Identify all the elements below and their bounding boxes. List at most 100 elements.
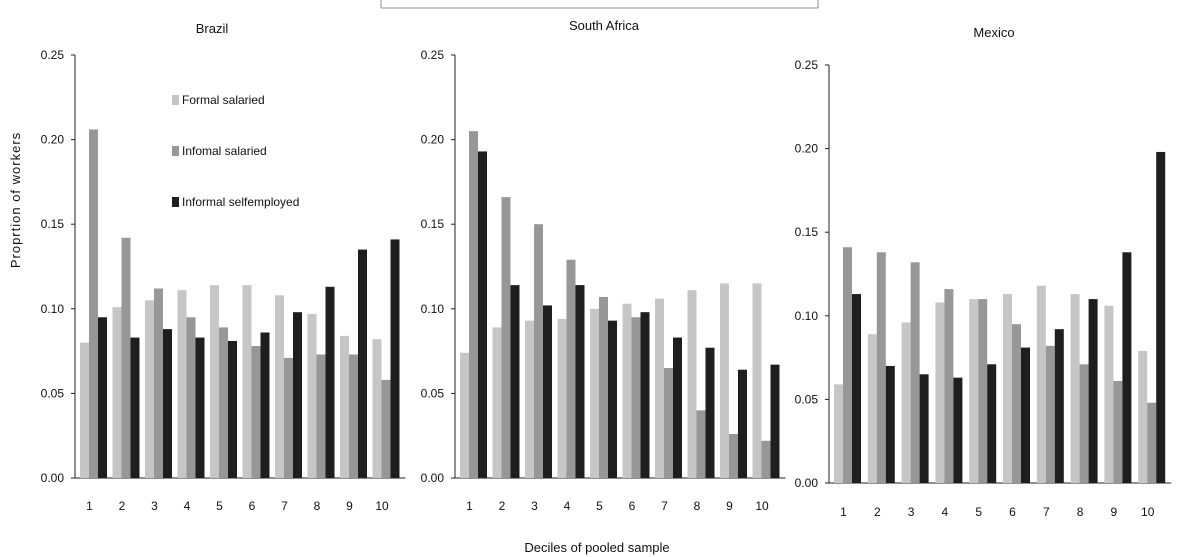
bar-south-africa-informal-salaried-decile-2 [501, 197, 511, 479]
x-tick-label-mexico: 3 [908, 505, 915, 519]
x-tick-label-south-africa: 7 [661, 499, 668, 513]
bar-mexico-informal-selfemployed-decile-5 [987, 364, 997, 483]
bar-brazil-informal-salaried-decile-10 [381, 379, 391, 478]
bar-south-africa-informal-salaried-decile-1 [469, 131, 478, 478]
bar-south-africa-informal-salaried-decile-4 [566, 259, 576, 478]
bar-mexico-informal-salaried-decile-8 [1079, 364, 1089, 483]
y-tick-label-mexico: 0.25 [795, 58, 819, 72]
legend-label-informal-selfemployed: Informal selfemployed [182, 195, 299, 209]
y-axis-label: Proprtion of workers [8, 132, 23, 268]
bar-brazil-formal-salaried-decile-1 [80, 342, 89, 478]
legend-label-informal-salaried: Infomal salaried [182, 144, 267, 158]
bar-mexico-formal-salaried-decile-8 [1070, 294, 1080, 483]
bar-south-africa-informal-salaried-decile-3 [534, 224, 543, 478]
y-tick-label-south-africa: 0.05 [421, 386, 445, 400]
bar-mexico-formal-salaried-decile-5 [969, 299, 979, 483]
x-tick-label-mexico: 2 [874, 505, 881, 519]
bar-south-africa-formal-salaried-decile-7 [655, 298, 664, 478]
bar-brazil-informal-salaried-decile-3 [154, 288, 163, 478]
bar-south-africa-formal-salaried-decile-9 [720, 283, 729, 478]
bar-mexico-formal-salaried-decile-2 [867, 334, 877, 483]
bar-mexico-formal-salaried-decile-9 [1104, 305, 1114, 483]
bar-south-africa-formal-salaried-decile-1 [460, 352, 469, 478]
x-tick-label-south-africa: 5 [596, 499, 603, 513]
bar-mexico-informal-selfemployed-decile-8 [1088, 299, 1098, 483]
bar-brazil-informal-selfemployed-decile-5 [228, 340, 237, 478]
bar-brazil-informal-selfemployed-decile-3 [163, 329, 172, 478]
bar-brazil-informal-salaried-decile-9 [349, 354, 358, 478]
bar-brazil-informal-selfemployed-decile-9 [358, 249, 367, 478]
bar-south-africa-informal-salaried-decile-9 [729, 434, 738, 478]
x-tick-label-mexico: 8 [1077, 505, 1084, 519]
x-axis-label: Deciles of pooled sample [524, 540, 669, 555]
bar-mexico-informal-salaried-decile-3 [910, 262, 920, 483]
bar-mexico-formal-salaried-decile-3 [901, 322, 911, 483]
legend-swatch-formal-salaried [172, 95, 179, 105]
x-tick-label-mexico: 4 [942, 505, 949, 519]
bar-south-africa-informal-salaried-decile-6 [631, 317, 641, 478]
bar-south-africa-formal-salaried-decile-10 [752, 283, 762, 478]
bar-south-africa-informal-selfemployed-decile-10 [770, 364, 780, 478]
bar-south-africa-formal-salaried-decile-4 [557, 318, 567, 478]
y-tick-label-brazil: 0.00 [41, 471, 65, 485]
bar-south-africa-informal-salaried-decile-7 [664, 368, 673, 478]
y-tick-label-mexico: 0.05 [795, 392, 819, 406]
bar-south-africa-informal-selfemployed-decile-8 [705, 347, 715, 478]
bar-south-africa-formal-salaried-decile-3 [525, 320, 534, 478]
chart-panel-mexico: Mexico 0.00 0.05 0.10 0.15 0.20 0.25 1 2 3 4 5 6 7 8 9 1… [795, 25, 1172, 519]
bar-mexico-informal-selfemployed-decile-1 [852, 294, 861, 483]
bar-south-africa-informal-selfemployed-decile-4 [575, 285, 585, 478]
bar-mexico-informal-selfemployed-decile-6 [1021, 347, 1030, 483]
bar-brazil-informal-selfemployed-decile-6 [260, 332, 270, 478]
chart-title-south-africa: South Africa [569, 18, 640, 33]
x-tick-label-brazil: 4 [184, 499, 191, 513]
x-tick-label-mexico: 10 [1141, 505, 1155, 519]
x-tick-label-south-africa: 10 [755, 499, 769, 513]
bar-south-africa-informal-salaried-decile-10 [761, 440, 771, 478]
legend-swatch-informal-salaried [172, 146, 179, 156]
x-tick-label-brazil: 9 [346, 499, 353, 513]
x-tick-label-south-africa: 4 [564, 499, 571, 513]
y-tick-label-south-africa: 0.10 [421, 302, 445, 316]
legend: Formal salaried Infomal salaried Informa… [172, 93, 299, 209]
x-tick-label-brazil: 8 [314, 499, 321, 513]
bar-mexico-formal-salaried-decile-7 [1036, 285, 1046, 483]
x-tick-label-brazil: 10 [375, 499, 389, 513]
bar-south-africa-informal-selfemployed-decile-2 [510, 285, 520, 478]
bar-south-africa-informal-selfemployed-decile-3 [543, 305, 552, 478]
legend-label-formal-salaried: Formal salaried [182, 93, 265, 107]
x-tick-label-south-africa: 3 [531, 499, 538, 513]
bar-mexico-informal-selfemployed-decile-4 [953, 377, 963, 483]
y-tick-label-south-africa: 0.25 [421, 48, 445, 62]
bar-mexico-informal-selfemployed-decile-10 [1156, 151, 1166, 483]
y-tick-label-mexico: 0.15 [795, 225, 819, 239]
bar-south-africa-formal-salaried-decile-5 [590, 308, 599, 478]
bar-brazil-informal-selfemployed-decile-8 [325, 286, 335, 478]
y-tick-label-mexico: 0.10 [795, 309, 819, 323]
y-tick-label-brazil: 0.15 [41, 217, 65, 231]
x-tick-label-south-africa: 8 [694, 499, 701, 513]
bar-mexico-informal-salaried-decile-10 [1147, 402, 1157, 483]
x-tick-label-brazil: 2 [119, 499, 126, 513]
bar-mexico-informal-selfemployed-decile-2 [885, 365, 895, 483]
bar-brazil-informal-selfemployed-decile-4 [195, 337, 205, 478]
bar-brazil-formal-salaried-decile-5 [210, 285, 219, 478]
bar-mexico-informal-salaried-decile-4 [944, 289, 954, 483]
bar-brazil-informal-salaried-decile-2 [121, 237, 131, 478]
x-tick-label-south-africa: 9 [726, 499, 733, 513]
bar-mexico-informal-selfemployed-decile-9 [1122, 252, 1132, 483]
bar-brazil-informal-selfemployed-decile-1 [98, 317, 107, 478]
x-tick-label-brazil: 7 [281, 499, 288, 513]
bar-brazil-formal-salaried-decile-7 [275, 295, 284, 478]
bar-mexico-informal-salaried-decile-9 [1113, 381, 1123, 483]
bar-brazil-formal-salaried-decile-8 [307, 313, 317, 478]
bar-south-africa-informal-selfemployed-decile-1 [478, 151, 487, 478]
bar-south-africa-informal-selfemployed-decile-6 [640, 312, 650, 478]
x-tick-label-south-africa: 2 [499, 499, 506, 513]
x-tick-label-mexico: 6 [1009, 505, 1016, 519]
bar-brazil-informal-salaried-decile-4 [186, 317, 196, 478]
y-tick-label-brazil: 0.20 [41, 133, 65, 147]
bar-brazil-informal-salaried-decile-8 [316, 354, 326, 478]
chart-title-mexico: Mexico [973, 25, 1014, 40]
